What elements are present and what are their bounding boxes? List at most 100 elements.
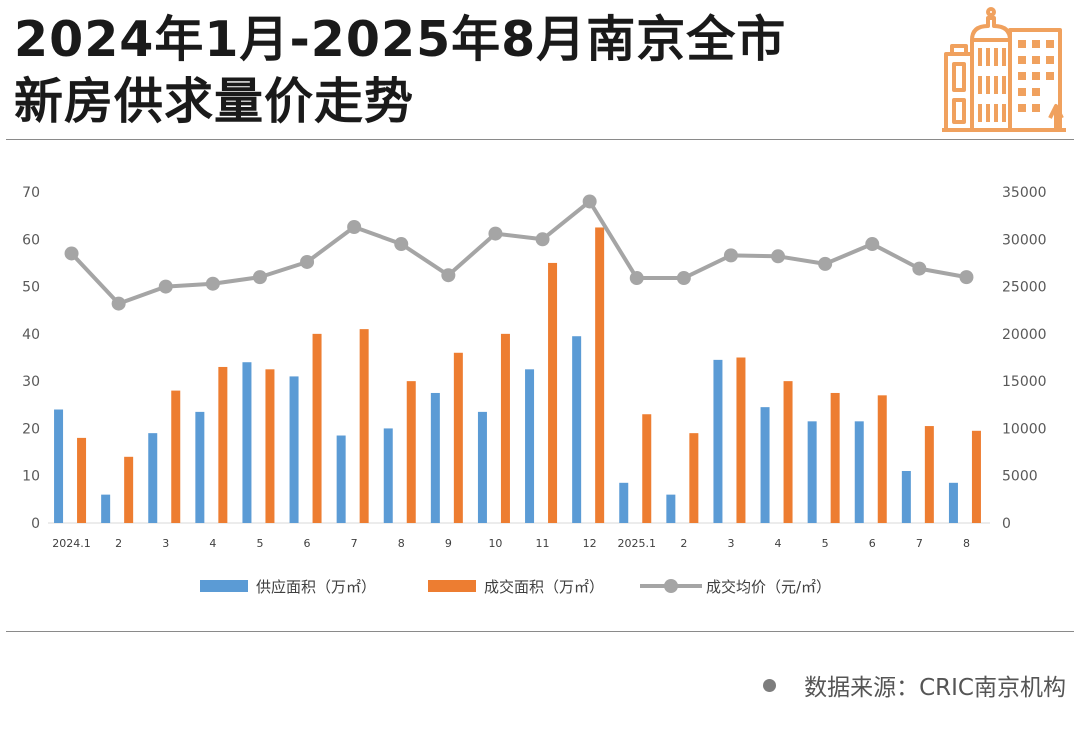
x-tick-label: 2025.1 [618, 537, 657, 550]
y-left-tick-label: 0 [31, 516, 40, 532]
supply-area-bar [195, 411, 205, 523]
supply-area-bar [901, 470, 911, 523]
supply-area-bar [713, 359, 723, 523]
supply-area-bar [477, 411, 487, 523]
y-right-tick-label: 10000 [1002, 421, 1047, 437]
legend-supply-label: 供应面积（万㎡） [256, 578, 376, 596]
x-tick-label: 8 [398, 537, 405, 550]
avg-price-point [959, 270, 974, 285]
source-label: 数据来源：CRIC南京机构 [804, 675, 1066, 701]
deal-area-bar [877, 395, 887, 523]
y-left-tick-label: 70 [22, 185, 40, 201]
top-divider [6, 139, 1074, 140]
avg-price-point [488, 226, 503, 241]
avg-price-point [676, 271, 691, 286]
deal-area-bar [218, 366, 228, 523]
deal-area-bar [971, 430, 981, 523]
deal-area-bar [500, 333, 510, 523]
legend-supply-swatch [200, 580, 248, 592]
deal-area-bar [736, 357, 746, 523]
legend-price-swatch-marker [664, 579, 678, 593]
source-note: 数据来源：CRIC南京机构 [763, 668, 1066, 702]
supply-area-bar [948, 482, 958, 523]
x-tick-label: 9 [445, 537, 452, 550]
supply-area-bar [242, 362, 252, 523]
avg-price-point [629, 271, 644, 286]
legend-deal-label: 成交面积（万㎡） [484, 578, 604, 596]
x-tick-label: 12 [583, 537, 597, 550]
avg-price-point [300, 254, 315, 269]
y-right-tick-label: 25000 [1002, 280, 1047, 296]
deal-area-bar [124, 456, 134, 523]
avg-price-line [70, 199, 967, 306]
supply-area-bar [760, 407, 770, 523]
avg-price-point [865, 237, 880, 252]
x-tick-label: 4 [209, 537, 216, 550]
deal-area-bar [171, 390, 181, 523]
deal-area-bar [783, 381, 793, 523]
supply-area-bar [572, 336, 582, 523]
deal-area-bar [359, 329, 369, 523]
page-title-line-2: 新房供求量价走势 [14, 73, 415, 130]
avg-price-point [205, 276, 220, 291]
y-right-tick-label: 5000 [1002, 469, 1038, 485]
avg-price-point [771, 249, 786, 264]
x-tick-label: 3 [727, 537, 734, 550]
legend-deal-swatch [428, 580, 476, 592]
supply-area-bar [289, 376, 299, 523]
x-tick-label: 7 [916, 537, 923, 550]
x-tick-label: 5 [822, 537, 829, 550]
deal-area-bar [689, 433, 699, 523]
legend-price-label: 成交均价（元/㎡） [706, 578, 831, 596]
avg-price-point [818, 256, 833, 271]
bullet-dot-icon [763, 679, 777, 692]
x-tick-label: 6 [304, 537, 311, 550]
supply-area-bar [854, 421, 864, 523]
y-right-tick-label: 15000 [1002, 374, 1047, 390]
header: 2024年1月-2025年8月南京全市 新房供求量价走势 [0, 0, 1080, 140]
supply-area-bar [807, 421, 817, 523]
deal-area-bar [830, 392, 840, 523]
avg-price-point [111, 296, 126, 311]
x-tick-label: 4 [775, 537, 782, 550]
supply-demand-price-chart: 0 10 20 30 40 50 60 70 0 5000 10000 15000 20000 25000… [22, 185, 1047, 596]
y-left-tick-label: 20 [22, 421, 40, 437]
deal-area-bar [312, 333, 322, 523]
x-tick-label: 8 [963, 537, 970, 550]
avg-price-point [535, 232, 550, 247]
supply-area-bar [525, 369, 535, 523]
supply-area-bar [619, 482, 629, 523]
supply-area-bar [666, 494, 676, 523]
deal-area-bar [77, 437, 87, 523]
city-buildings-icon [942, 7, 1066, 132]
bottom-divider [6, 631, 1074, 632]
x-tick-label: 6 [869, 537, 876, 550]
deal-area-bar [453, 352, 463, 523]
supply-area-bar [148, 433, 158, 523]
y-left-tick-label: 40 [22, 327, 40, 343]
supply-area-bar [54, 409, 64, 523]
deal-area-bar [924, 426, 934, 523]
avg-price-point [158, 279, 173, 294]
x-tick-label: 10 [488, 537, 502, 550]
deal-area-bar [642, 414, 652, 523]
y-right-tick-label: 35000 [1002, 185, 1047, 201]
deal-area-bar [265, 369, 275, 523]
deal-area-bar [548, 262, 558, 523]
x-tick-label: 2 [680, 537, 687, 550]
y-left-tick-label: 30 [22, 374, 40, 390]
avg-price-point [64, 246, 79, 261]
avg-price-point [441, 268, 456, 283]
avg-price-point [912, 261, 927, 276]
x-tick-label: 11 [536, 537, 550, 550]
y-right-tick-label: 0 [1002, 516, 1011, 532]
supply-area-bar [383, 428, 393, 523]
supply-area-bar [336, 435, 346, 523]
y-right-tick-label: 20000 [1002, 327, 1047, 343]
page-title-line-1: 2024年1月-2025年8月南京全市 [14, 11, 787, 68]
avg-price-point [252, 270, 267, 285]
y-left-tick-label: 10 [22, 469, 40, 485]
deal-area-bar [406, 381, 416, 523]
deal-area-bar [595, 227, 605, 523]
avg-price-point [347, 219, 362, 234]
